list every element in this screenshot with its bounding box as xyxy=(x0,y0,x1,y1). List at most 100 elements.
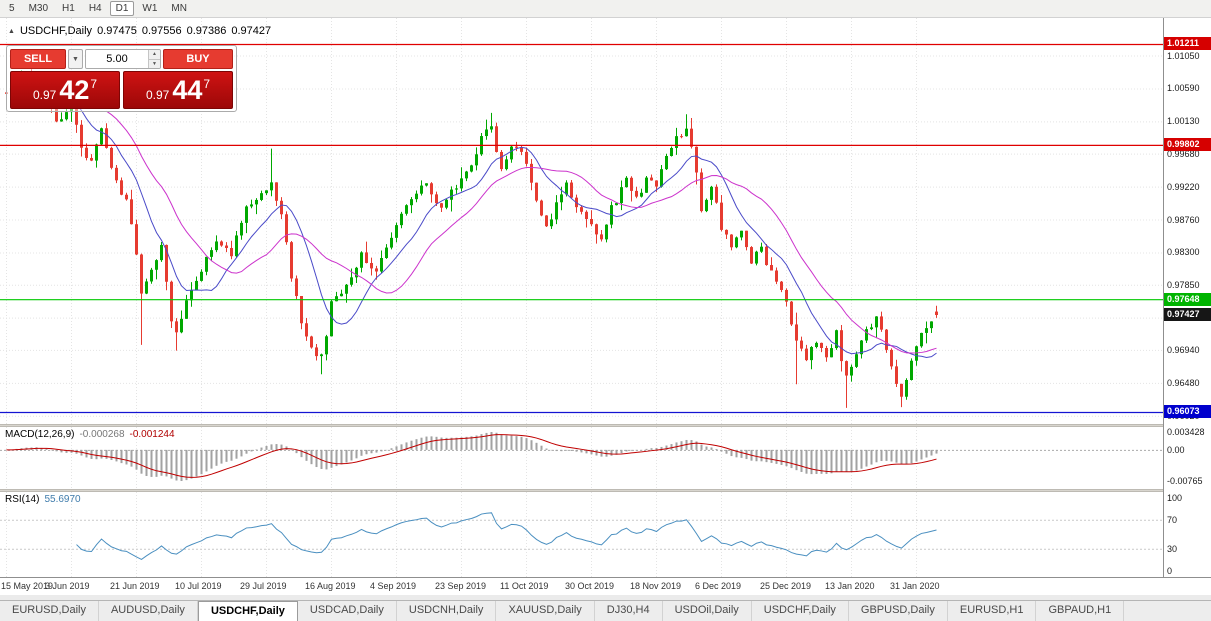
resistance-level-2-badge: 0.99802 xyxy=(1164,138,1211,152)
resistance-level-1-badge: 1.01211 xyxy=(1164,37,1211,51)
chart-tab-gbpaud-h1[interactable]: GBPAUD,H1 xyxy=(1036,601,1125,621)
date-axis-label: 10 Jul 2019 xyxy=(175,581,222,591)
one-click-trading-panel: SELL ▼ ▲ ▼ BUY 0.97 42 7 0.97 44 7 xyxy=(6,45,237,112)
macd-axis-zero-label: 0.00 xyxy=(1167,444,1185,455)
chart-tab-gbpusd-daily[interactable]: GBPUSD,Daily xyxy=(849,601,948,621)
ohlc-open: 0.97475 xyxy=(97,25,137,37)
date-axis-label: 18 Nov 2019 xyxy=(630,581,682,591)
ohlc-low: 0.97386 xyxy=(186,25,227,37)
sell-price-main: 42 xyxy=(59,75,90,105)
volume-input[interactable] xyxy=(86,50,148,68)
ohlc-close: 0.97427 xyxy=(231,25,272,37)
sell-button[interactable]: SELL xyxy=(10,49,66,69)
current-price-badge: 0.97427 xyxy=(1164,308,1211,322)
date-axis-label: 4 Sep 2019 xyxy=(370,581,417,591)
rsi-splitter[interactable] xyxy=(0,489,1211,492)
timeframe-button-mn[interactable]: MN xyxy=(171,3,187,14)
macd-label: MACD(12,26,9) -0.000268 -0.001244 xyxy=(5,429,175,440)
chart-tab-xauusd-daily[interactable]: XAUUSD,Daily xyxy=(496,601,595,621)
chart-tab-eurusd-daily[interactable]: EURUSD,Daily xyxy=(0,601,99,621)
price-axis-label: 0.98300 xyxy=(1167,247,1200,258)
price-axis-label: 1.01050 xyxy=(1167,50,1200,61)
chart-tab-usdcnh-daily[interactable]: USDCNH,Daily xyxy=(397,601,497,621)
buy-button[interactable]: BUY xyxy=(163,49,233,69)
rsi-name: RSI(14) xyxy=(5,494,40,505)
macd-main-value: -0.000268 xyxy=(79,429,125,440)
date-axis-label: 29 Jul 2019 xyxy=(240,581,287,591)
volume-control: ▲ ▼ xyxy=(85,49,161,69)
sell-price-pip: 7 xyxy=(90,76,98,91)
macd-axis-max-label: 0.003428 xyxy=(1167,427,1205,437)
date-axis-label: 31 Jan 2020 xyxy=(890,581,940,591)
macd-histogram xyxy=(5,432,938,481)
buy-price-pip: 7 xyxy=(203,76,211,91)
timeframe-toolbar: 5 M30 H1 H4 D1 W1 MN xyxy=(0,0,1211,18)
timeframe-button-m30[interactable]: M30 xyxy=(28,3,49,14)
rsi-label: RSI(14) 55.6970 xyxy=(5,494,81,505)
sell-quote-button[interactable]: 0.97 42 7 xyxy=(10,71,120,109)
quote-row: 0.97 42 7 0.97 44 7 xyxy=(10,71,233,109)
date-axis-label: 15 May 2019 xyxy=(1,581,54,591)
rsi-value: 55.6970 xyxy=(44,494,81,505)
date-axis-label: 11 Oct 2019 xyxy=(500,581,549,591)
volume-decrease-button[interactable]: ▼ xyxy=(149,59,160,68)
chart-tab-audusd-daily[interactable]: AUDUSD,Daily xyxy=(99,601,198,621)
rsi-axis-label: 70 xyxy=(1167,514,1178,525)
volume-dropdown-icon[interactable]: ▼ xyxy=(68,49,83,69)
timeframe-button-d1[interactable]: D1 xyxy=(109,1,135,16)
candlestick-series xyxy=(5,55,938,408)
volume-increase-button[interactable]: ▲ xyxy=(149,50,160,60)
chart-tab-eurusd-h1[interactable]: EURUSD,H1 xyxy=(948,601,1037,621)
price-axis-label: 0.99680 xyxy=(1167,148,1200,159)
sell-price-prefix: 0.97 xyxy=(32,88,57,102)
chart-title: ▲ USDCHF,Daily 0.97475 0.97556 0.97386 0… xyxy=(8,25,271,37)
price-axis-label: 0.99220 xyxy=(1167,181,1200,192)
rsi-axis-label: 30 xyxy=(1167,543,1178,554)
price-axis-label: 1.00130 xyxy=(1167,116,1200,127)
timeframe-button-h4[interactable]: H4 xyxy=(88,3,102,14)
chart-tab-dj30-h4[interactable]: DJ30,H4 xyxy=(595,601,663,621)
buy-quote-button[interactable]: 0.97 44 7 xyxy=(123,71,233,109)
macd-signal-line xyxy=(6,434,937,478)
timeframe-button-5[interactable]: 5 xyxy=(9,3,15,14)
date-axis-label: 3 Jun 2019 xyxy=(45,581,90,591)
volume-spinner: ▲ ▼ xyxy=(148,50,160,68)
date-axis: 15 May 2019 3 Jun 2019 21 Jun 2019 10 Jul 2… xyxy=(0,577,1211,595)
macd-axis-min-label: -0.00765 xyxy=(1167,476,1203,486)
date-axis-label: 30 Oct 2019 xyxy=(565,581,615,591)
date-axis-label: 25 Dec 2019 xyxy=(760,581,812,591)
timeframe-button-w1[interactable]: W1 xyxy=(142,3,158,14)
rsi-axis-label: 0 xyxy=(1167,565,1173,576)
date-axis-label: 21 Jun 2019 xyxy=(110,581,160,591)
date-axis-label: 23 Sep 2019 xyxy=(435,581,487,591)
chart-tab-bar: EURUSD,Daily AUDUSD,Daily USDCHF,Daily USDC… xyxy=(0,600,1211,621)
price-axis-label: 0.96940 xyxy=(1167,344,1200,355)
chart-tab-usdoil-daily[interactable]: USDOil,Daily xyxy=(663,601,752,621)
macd-name: MACD(12,26,9) xyxy=(5,429,75,440)
ma-fast-line xyxy=(51,86,937,358)
rsi-axis-label: 100 xyxy=(1167,493,1183,503)
chart-tab-usdcad-daily[interactable]: USDCAD,Daily xyxy=(298,601,397,621)
rsi-indicator-pane[interactable] xyxy=(0,492,1163,577)
chart-tab-usdchf-daily[interactable]: USDCHF,Daily xyxy=(197,601,298,621)
date-axis-label: 16 Aug 2019 xyxy=(305,581,356,591)
ma-slow-line xyxy=(106,110,937,354)
macd-indicator-pane[interactable] xyxy=(0,427,1163,489)
collapse-panel-icon[interactable]: ▲ xyxy=(8,27,15,35)
trade-controls-row: SELL ▼ ▲ ▼ BUY xyxy=(10,49,233,69)
timeframe-button-h1[interactable]: H1 xyxy=(62,3,75,14)
buy-price-main: 44 xyxy=(172,75,203,105)
date-axis-label: 6 Dec 2019 xyxy=(695,581,742,591)
macd-splitter[interactable] xyxy=(0,424,1211,427)
chart-symbol-label: USDCHF,Daily xyxy=(19,25,93,37)
price-axis-label: 0.96480 xyxy=(1167,377,1200,388)
rsi-line xyxy=(76,512,937,561)
price-axis-label: 1.00590 xyxy=(1167,83,1200,94)
price-axis-label: 0.97850 xyxy=(1167,279,1200,290)
ohlc-high: 0.97556 xyxy=(141,25,182,37)
support-level-green-badge: 0.97648 xyxy=(1164,292,1211,306)
macd-signal-value: -0.001244 xyxy=(129,429,175,440)
chart-tab-usdchf-daily[interactable]: USDCHF,Daily xyxy=(752,601,849,621)
support-level-blue-badge: 0.96073 xyxy=(1164,405,1211,419)
buy-price-prefix: 0.97 xyxy=(145,88,170,102)
